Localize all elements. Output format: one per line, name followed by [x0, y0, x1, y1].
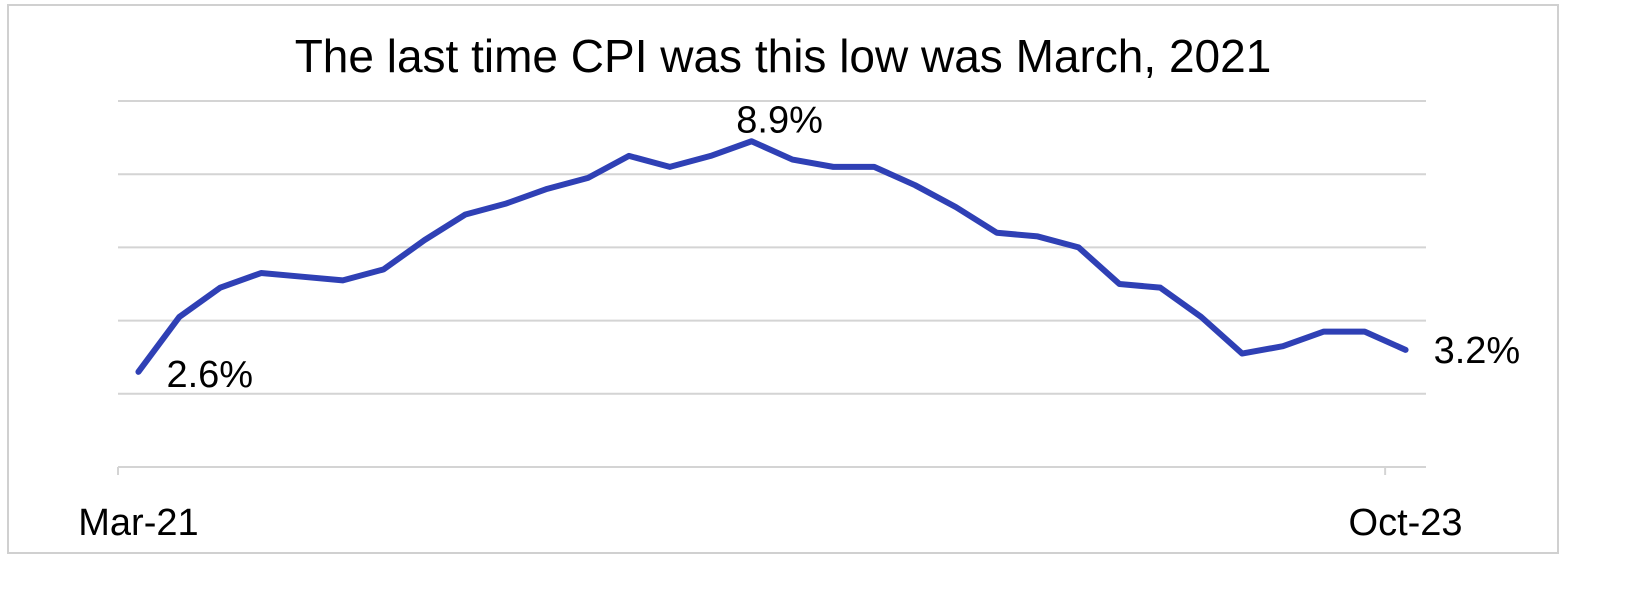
x-tick-label: Oct-23: [1349, 502, 1463, 544]
x-tick-label: Mar-21: [78, 502, 198, 544]
data-label: 8.9%: [736, 99, 823, 141]
data-label: 3.2%: [1434, 330, 1521, 372]
chart-border: [7, 4, 1559, 554]
chart-title: The last time CPI was this low was March…: [295, 30, 1272, 82]
data-label: 2.6%: [166, 354, 253, 396]
line-series: [135, 138, 1409, 375]
